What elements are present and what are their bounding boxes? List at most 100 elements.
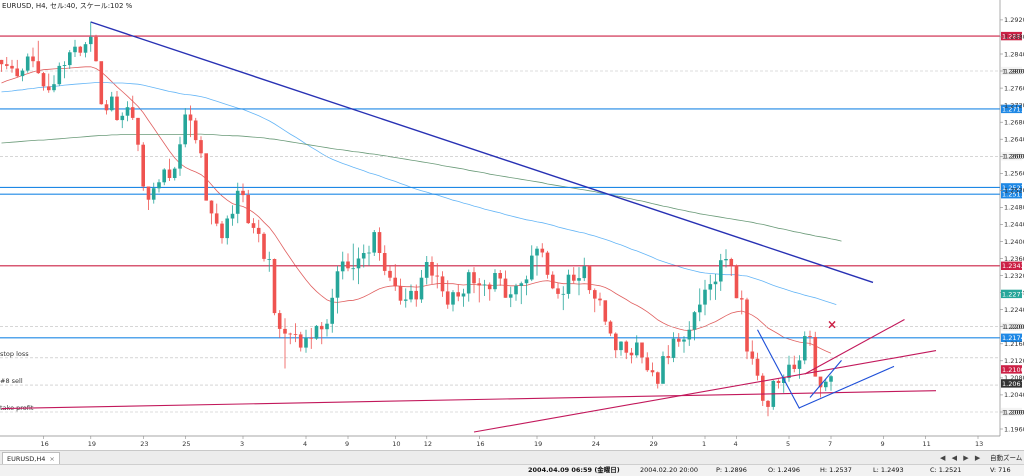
candle-body — [105, 104, 109, 110]
chart-tab-bar: EURUSD,H4× ◀ ◀ ▶ ▶ 自動ズーム — [0, 450, 1024, 465]
candle-body — [288, 334, 292, 335]
auto-zoom-button[interactable]: 自動ズーム — [990, 452, 1022, 464]
candle-body — [110, 97, 114, 111]
x-tick-label: 5 — [786, 440, 790, 448]
chart-background — [0, 0, 1024, 450]
status-close: C: 1.2521 — [930, 465, 962, 476]
candle-body — [477, 283, 481, 285]
candle-body — [330, 298, 334, 324]
candle-body — [257, 228, 261, 234]
line-label: stop loss — [0, 350, 29, 358]
candle-body — [435, 276, 439, 277]
chart-header: EURUSD, H4, セル:40, スケール:102 % — [2, 2, 133, 10]
candle-body — [583, 266, 587, 278]
candle-body — [409, 291, 413, 300]
candle-body — [488, 285, 492, 290]
candle-body — [299, 334, 303, 347]
candle-body — [735, 265, 739, 298]
candle-body — [420, 278, 424, 300]
candle-body — [551, 275, 555, 289]
candle-body — [10, 66, 14, 69]
candle-body — [68, 52, 72, 65]
y-tick-label: 1.2440 — [1004, 221, 1024, 229]
candle-body — [336, 271, 340, 297]
price-label: 1.2343 — [1002, 262, 1024, 270]
y-tick-label: 1.2120 — [1004, 357, 1024, 365]
status-open: O: 1.2496 — [768, 465, 800, 476]
candle-body — [441, 276, 445, 291]
candle-body — [273, 259, 277, 313]
x-tick-label: 7 — [828, 440, 832, 448]
candle-body — [63, 65, 67, 66]
candle-body — [178, 144, 182, 168]
candle-body — [462, 294, 466, 297]
y-tick-label: 1.2560 — [1004, 170, 1024, 178]
y-tick-label: 1.2320 — [1004, 272, 1024, 280]
candle-body — [467, 272, 471, 293]
close-icon[interactable]: × — [49, 455, 54, 463]
x-tick-label: 10 — [392, 440, 400, 448]
candle-body — [667, 356, 671, 358]
candle-body — [425, 262, 429, 278]
candle-body — [698, 305, 702, 313]
y-tick-label: 1.2480 — [1004, 204, 1024, 212]
candle-body — [304, 338, 308, 348]
y-tick-label: 1.2800 — [1004, 67, 1024, 75]
candle-body — [546, 253, 550, 275]
candle-body — [388, 271, 392, 278]
candle-body — [26, 57, 30, 71]
x-tick-label: 16 — [41, 440, 49, 448]
status-p: P: 1.2896 — [716, 465, 747, 476]
candle-body — [646, 357, 650, 370]
candle-body — [31, 57, 35, 62]
status-datetime: 2004.04.09 06:59 (金曜日) — [528, 465, 620, 476]
candle-body — [430, 262, 434, 276]
candle-body — [89, 37, 93, 44]
status-bar-time: 2004.02.20 20:00 — [640, 465, 698, 476]
candle-body — [504, 279, 508, 298]
candle-body — [798, 360, 802, 369]
candle-body — [115, 97, 119, 120]
candle-body — [614, 334, 618, 351]
candle-body — [814, 337, 818, 377]
candle-body — [661, 356, 665, 384]
y-tick-label: 1.2920 — [1004, 16, 1024, 24]
candle-body — [393, 278, 397, 287]
candle-body — [47, 86, 51, 90]
candle-body — [252, 223, 256, 228]
y-tick-label: 1.2040 — [1004, 391, 1024, 399]
candle-body — [162, 170, 166, 183]
candle-body — [562, 294, 566, 295]
x-tick-label: 24 — [592, 440, 600, 448]
candle-body — [530, 256, 534, 280]
candle-body — [446, 291, 450, 304]
candle-body — [525, 279, 529, 283]
candle-body — [535, 249, 539, 256]
candle-body — [42, 73, 46, 86]
scroll-arrows-icon[interactable]: ◀ ◀ ▶ ▶ — [940, 453, 982, 463]
candle-body — [0, 60, 3, 64]
x-tick-label: 1 — [702, 440, 706, 448]
annotations: × — [827, 317, 837, 331]
status-bar: 2004.04.09 06:59 (金曜日) 2004.02.20 20:00 … — [0, 464, 1024, 476]
candle-body — [278, 313, 282, 329]
candle-body — [456, 292, 460, 296]
chart-annotation: × — [827, 317, 837, 331]
status-high: H: 1.2537 — [820, 465, 852, 476]
candle-body — [740, 298, 744, 299]
candle-body — [152, 188, 156, 200]
candle-body — [315, 326, 319, 339]
candle-body — [52, 84, 56, 90]
candle-body — [751, 352, 755, 359]
candle-body — [325, 324, 329, 330]
candle-body — [84, 44, 88, 53]
x-tick-label: 9 — [345, 440, 349, 448]
candle-body — [714, 282, 718, 285]
candle-body — [404, 300, 408, 301]
candle-body — [598, 299, 602, 301]
candle-body — [94, 37, 98, 61]
candle-body — [199, 140, 203, 153]
candle-body — [225, 219, 229, 239]
candle-body — [236, 191, 240, 214]
